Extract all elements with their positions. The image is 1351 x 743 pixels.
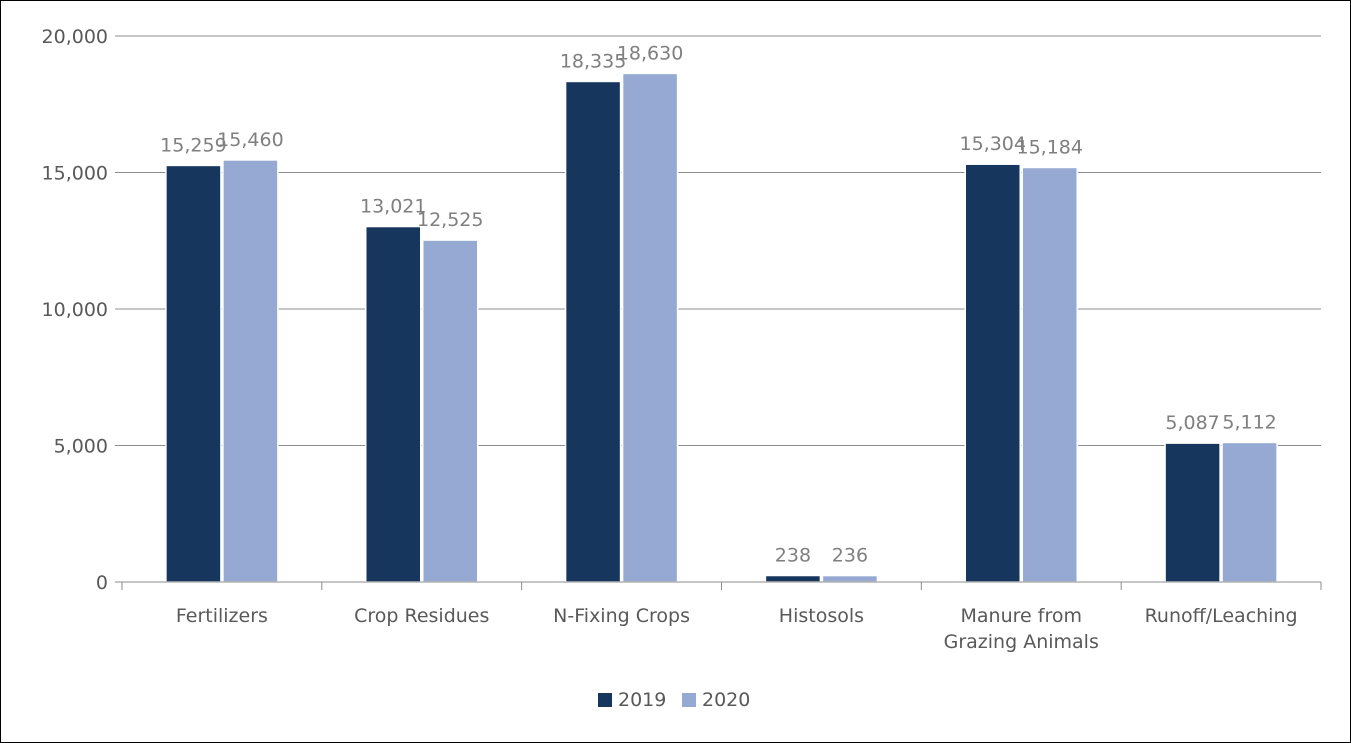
x-tick-label-line: Grazing Animals (944, 631, 1099, 653)
x-tick-label: Manure from Grazing Animals (944, 605, 1099, 653)
legend-swatch-2020 (682, 693, 696, 707)
x-tick-label: Fertilizers (176, 605, 268, 627)
x-tick-label-line: Runoff/Leaching (1145, 605, 1298, 627)
legend-label-2019: 2019 (618, 689, 666, 711)
y-tick-label: 0 (96, 572, 108, 594)
value-label: 15,184 (1017, 136, 1083, 158)
value-label: 18,630 (617, 42, 683, 64)
y-tick-label: 20,000 (42, 26, 108, 48)
gridlines (122, 35, 1321, 446)
x-tick-label: Runoff/Leaching (1145, 605, 1298, 627)
x-axis: Fertilizers Crop Residues N-Fixing Crops Hi… (121, 581, 1322, 653)
value-label: 13,021 (360, 196, 426, 218)
x-tick-label-line: Manure from (961, 605, 1082, 627)
y-tick-label: 15,000 (42, 163, 108, 185)
y-tick-label: 10,000 (42, 299, 108, 321)
x-tick-label: N-Fixing Crops (553, 605, 690, 627)
value-labels: 15,259 13,021 18,335 238 15,304 5,087 15,460 12… (160, 42, 1277, 566)
legend: 2019 2020 (598, 689, 750, 711)
bars (165, 72, 1278, 583)
legend-label-2020: 2020 (702, 689, 750, 711)
x-tick-label: Histosols (779, 605, 864, 627)
x-tick-label-line: Fertilizers (176, 605, 268, 627)
bar-2019 (764, 574, 822, 583)
bar-2020 (621, 72, 679, 583)
x-tick-label-line: Crop Residues (354, 605, 489, 627)
bar-2019 (964, 163, 1021, 583)
value-label: 5,112 (1222, 411, 1276, 433)
y-axis-ticks: 0 5,000 10,000 15,000 20,000 (42, 26, 122, 594)
value-label: 15,460 (217, 129, 283, 151)
bar-2020 (1221, 441, 1278, 583)
bar-2019 (165, 164, 222, 583)
value-label: 15,259 (160, 134, 226, 156)
bar-2020 (821, 574, 879, 583)
value-label: 236 (832, 545, 868, 567)
x-tick-label-line: N-Fixing Crops (553, 605, 690, 627)
bar-2020 (222, 159, 279, 583)
value-label: 5,087 (1165, 412, 1219, 434)
y-tick-label: 5,000 (54, 436, 108, 458)
value-label: 12,525 (417, 209, 483, 231)
bar-2019 (365, 225, 422, 583)
x-tick-label: Crop Residues (354, 605, 489, 627)
bar-2019 (564, 80, 622, 583)
bar-2019 (1164, 442, 1221, 583)
value-label: 15,304 (960, 133, 1026, 155)
value-label: 18,335 (560, 50, 626, 72)
x-tick-label-line: Histosols (779, 605, 864, 627)
bar-2020 (1021, 166, 1078, 583)
legend-swatch-2019 (598, 693, 612, 707)
bar-2020 (422, 239, 479, 583)
value-label: 238 (775, 545, 811, 567)
